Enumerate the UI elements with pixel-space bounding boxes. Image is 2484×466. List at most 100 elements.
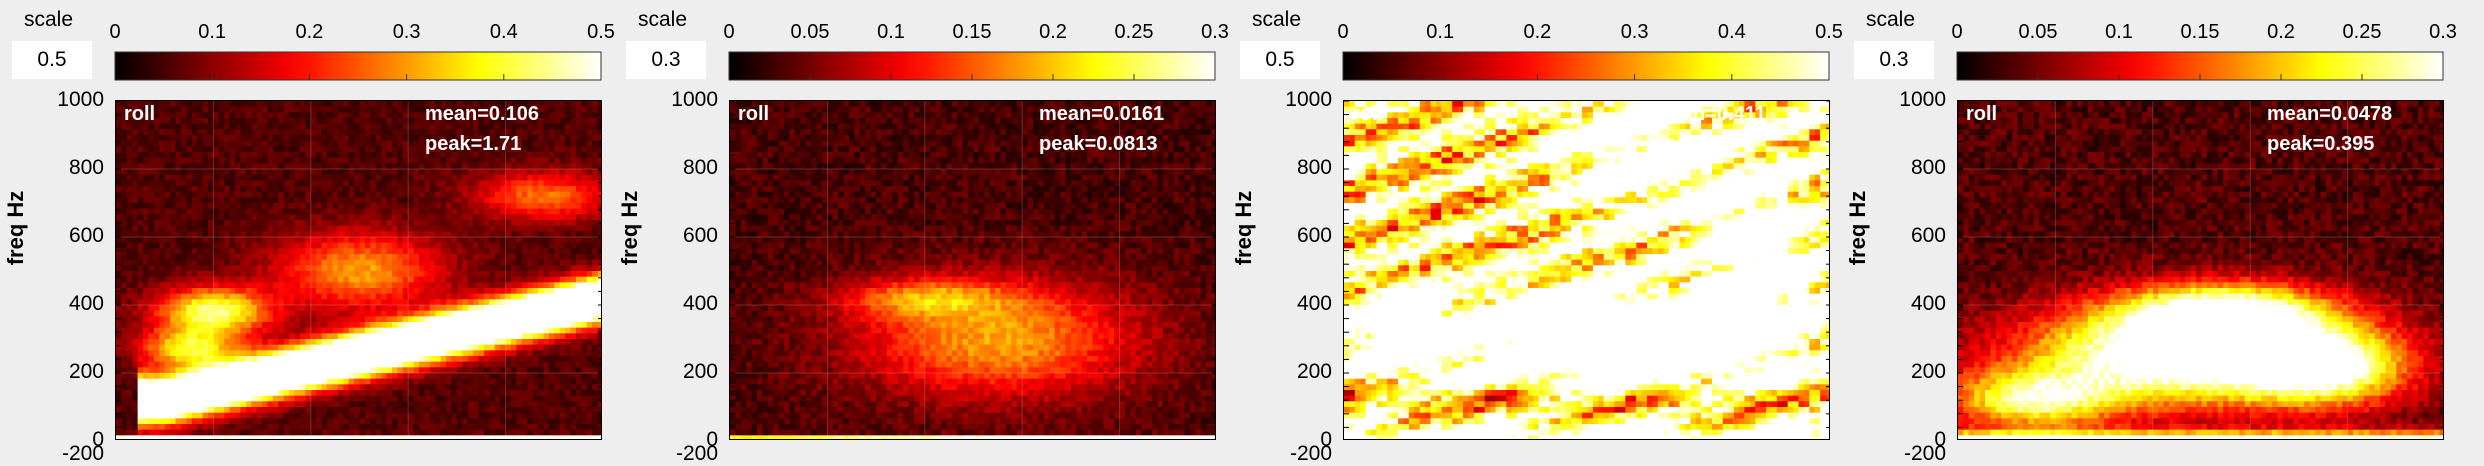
heatmap-cell	[127, 356, 133, 362]
heatmap-cell	[473, 265, 479, 271]
heatmap-cell	[387, 197, 393, 203]
heatmap-cell	[354, 237, 360, 243]
heatmap-cell	[116, 260, 122, 266]
heatmap-cell	[549, 129, 555, 135]
heatmap-cell	[262, 180, 268, 186]
heatmap-cell	[435, 197, 441, 203]
heatmap-cell	[176, 396, 182, 402]
heatmap-cell	[446, 248, 452, 254]
heatmap-cell	[414, 243, 420, 249]
heatmap-cell	[192, 350, 198, 356]
heatmap-cell	[273, 322, 279, 328]
heatmap-cell	[365, 203, 371, 209]
heatmap-cell	[527, 260, 533, 266]
heatmap-cell	[138, 407, 144, 413]
heatmap-cell	[435, 339, 441, 345]
heatmap-cell	[262, 345, 268, 351]
heatmap-cell	[527, 316, 533, 322]
heatmap-cell	[132, 226, 138, 232]
heatmap-cell	[392, 112, 398, 118]
heatmap-cell	[213, 135, 219, 141]
heatmap-cell	[414, 316, 420, 322]
heatmap-cell	[170, 135, 176, 141]
heatmap-cell	[219, 209, 225, 215]
heatmap-cell	[224, 129, 230, 135]
heatmap-cell	[246, 424, 252, 430]
heatmap-cell	[332, 384, 338, 390]
heatmap-cell	[543, 260, 549, 266]
heatmap-cell	[257, 435, 263, 440]
heatmap-cell	[273, 107, 279, 113]
heatmap-cell	[116, 305, 122, 311]
heatmap-cell	[506, 430, 512, 436]
heatmap-cell	[332, 169, 338, 175]
heatmap-cell	[311, 209, 317, 215]
heatmap-cell	[511, 390, 517, 396]
heatmap-cell	[338, 379, 344, 385]
heatmap-cell	[381, 112, 387, 118]
heatmap-cell	[268, 407, 274, 413]
heatmap-cell	[132, 175, 138, 181]
heatmap-cell	[338, 169, 344, 175]
heatmap-cell	[527, 288, 533, 294]
heatmap-cell	[159, 305, 165, 311]
heatmap-cell	[289, 220, 295, 226]
heatmap-cell	[278, 146, 284, 152]
heatmap-cell	[186, 396, 192, 402]
heatmap-cell	[213, 112, 219, 118]
heatmap-cell	[392, 294, 398, 300]
heatmap-cell	[468, 158, 474, 164]
heatmap-cell	[538, 203, 544, 209]
heatmap-cell	[549, 101, 555, 107]
heatmap-cell	[121, 248, 127, 254]
heatmap-cell	[451, 243, 457, 249]
heatmap-cell	[408, 339, 414, 345]
heatmap-cell	[446, 220, 452, 226]
heatmap-cell	[257, 226, 263, 232]
heatmap-cell	[143, 396, 149, 402]
heatmap-cell	[511, 328, 517, 334]
heatmap-cell	[484, 192, 490, 198]
heatmap-cell	[414, 226, 420, 232]
heatmap-cell	[203, 197, 209, 203]
heatmap-cell	[213, 226, 219, 232]
heatmap-cell	[284, 214, 290, 220]
heatmap-cell	[295, 373, 301, 379]
heatmap-cell	[533, 294, 539, 300]
heatmap-cell	[322, 271, 328, 277]
heatmap-cell	[397, 192, 403, 198]
heatmap-cell	[522, 362, 528, 368]
heatmap-cell	[197, 424, 203, 430]
heatmap-cell	[397, 413, 403, 419]
heatmap-cell	[203, 277, 209, 283]
heatmap-cell	[435, 169, 441, 175]
heatmap-cell	[360, 260, 366, 266]
heatmap-cell	[543, 413, 549, 419]
heatmap-cell	[224, 384, 230, 390]
heatmap-cell	[338, 214, 344, 220]
heatmap-cell	[295, 430, 301, 436]
heatmap-cell	[457, 192, 463, 198]
heatmap-cell	[473, 350, 479, 356]
heatmap-cell	[192, 396, 198, 402]
heatmap-cell	[138, 424, 144, 430]
heatmap-cell	[538, 158, 544, 164]
heatmap-cell	[186, 220, 192, 226]
heatmap-cell	[257, 305, 263, 311]
heatmap-cell	[495, 237, 501, 243]
heatmap-cell	[506, 407, 512, 413]
heatmap-cell	[387, 435, 393, 440]
heatmap-cell	[338, 254, 344, 260]
heatmap-cell	[462, 418, 468, 424]
heatmap-cell	[343, 118, 349, 124]
heatmap-cell	[154, 418, 160, 424]
heatmap-cell	[441, 209, 447, 215]
heatmap-cell	[203, 237, 209, 243]
heatmap-cell	[154, 192, 160, 198]
heatmap-cell	[268, 277, 274, 283]
heatmap-cell	[479, 424, 485, 430]
heatmap-cell	[230, 328, 236, 334]
heatmap-cell	[549, 214, 555, 220]
heatmap-cell	[224, 101, 230, 107]
heatmap-cell	[246, 152, 252, 158]
